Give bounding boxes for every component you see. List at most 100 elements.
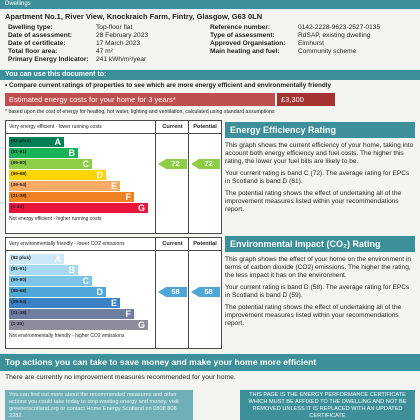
detail-label: Main heating and fuel: (210, 48, 280, 55)
potential-rating: 72 (191, 159, 220, 169)
band: (1-20) G (9, 203, 148, 213)
band-range: (69-80) (11, 161, 27, 166)
band-range: (21-38) (11, 194, 27, 199)
band-range: (39-54) (11, 183, 27, 188)
detail-label: Total floor area: (8, 48, 58, 55)
band: (69-80) C (9, 276, 92, 286)
column-header: Potential (193, 124, 217, 130)
band-range: (21-38) (11, 311, 27, 316)
detail-value: Elmhurst (298, 40, 325, 47)
band-range: (55-68) (11, 172, 27, 177)
detail-label: Date of assessment: (8, 32, 73, 39)
env-chart: Very environmentally friendly - lower CO… (5, 237, 222, 349)
energy-panel: Energy Efficiency Rating This graph shows… (225, 122, 415, 232)
band: (55-68) D (9, 170, 106, 180)
cost-value: £3,300 (277, 93, 335, 106)
current-rating: 72 (158, 159, 187, 169)
detail-value: 241 kWh/m²/year (96, 56, 147, 63)
chart-bottom-note: Not environmentally friendly - higher CO… (9, 333, 125, 339)
band: (81-91) B (9, 148, 78, 158)
band-letter: A (54, 254, 62, 264)
divider (6, 250, 221, 251)
band: (1-20) G (9, 320, 148, 330)
actions-title: Top actions you can take to save money a… (0, 354, 420, 371)
actions-note: There are currently no improvement measu… (5, 374, 236, 381)
detail-label: Type of assessment: (210, 32, 275, 39)
band: (55-68) D (9, 287, 106, 297)
band-range: (81-91) (11, 267, 27, 272)
detail-value: Top-floor flat (96, 24, 133, 31)
band: (69-80) C (9, 159, 92, 169)
column-header: Current (162, 241, 183, 247)
column-header: Current (162, 124, 183, 130)
detail-label: Dwelling type: (8, 24, 53, 31)
band-letter: B (68, 148, 76, 158)
band-letter: B (68, 265, 76, 275)
band-range: (92 plus) (11, 256, 31, 261)
chart-top-note: Very environmentally friendly - lower CO… (9, 241, 125, 247)
band-letter: F (125, 192, 132, 202)
address: Apartment No.1, River View, Knockraich F… (5, 12, 263, 21)
divider (155, 238, 156, 348)
cost-footnote: * based upon the cost of energy for heat… (5, 109, 275, 115)
band-range: (55-68) (11, 289, 27, 294)
panel-paragraph: Your current rating is band C (72). The … (225, 170, 410, 185)
chart-bottom-note: Not energy efficient - higher running co… (9, 216, 102, 222)
more-info: You can find out more about the recommen… (5, 390, 193, 420)
band: (39-54) E (9, 298, 120, 308)
uses-bullet: • Compare current ratings of properties … (5, 82, 332, 89)
band-letter: F (125, 309, 132, 319)
band-letter: E (110, 298, 117, 308)
panel-title: Environmental Impact (CO₂) Rating (225, 236, 415, 252)
section-bar: Dwellings (0, 0, 420, 9)
detail-value: 0142-2228-9623-2527-0135 (298, 24, 381, 31)
cost-label: Estimated energy costs for your home for… (5, 93, 275, 106)
divider (6, 133, 221, 134)
detail-label: Approved Organisation: (210, 40, 286, 47)
detail-value: 17 March 2023 (96, 40, 140, 47)
band-letter: D (96, 170, 104, 180)
band: (92 plus) A (9, 254, 64, 264)
details: Dwelling type: Top-floor flat Date of asse… (0, 24, 420, 66)
divider (188, 238, 189, 348)
divider (155, 121, 156, 233)
band-letter: A (54, 137, 62, 147)
potential-rating: 58 (191, 287, 220, 297)
divider (188, 121, 189, 233)
panel-paragraph: This graph shows the current efficiency … (225, 142, 414, 165)
band: (92 plus) A (9, 137, 64, 147)
band: (39-54) E (9, 181, 120, 191)
band-letter: D (96, 287, 104, 297)
band-range: (39-54) (11, 300, 27, 305)
notice: THIS PAGE IS THE ENERGY PERFORMANCE CERT… (240, 390, 415, 420)
detail-value: 28 February 2023 (96, 32, 149, 39)
column-header: Potential (193, 241, 217, 247)
band: (81-91) B (9, 265, 78, 275)
detail-value: 47 m² (96, 48, 113, 55)
band-range: (1-20) (11, 205, 24, 210)
band-letter: C (82, 276, 90, 286)
uses-title: You can use this document to: (0, 70, 420, 80)
current-rating: 58 (158, 287, 187, 297)
band: (21-38) F (9, 192, 134, 202)
band-range: (69-80) (11, 278, 27, 283)
band: (21-38) F (9, 309, 134, 319)
band-range: (81-91) (11, 150, 27, 155)
band-range: (1-20) (11, 322, 24, 327)
band-letter: G (137, 203, 145, 213)
panel-paragraph: The potential rating shows the effect of… (225, 190, 402, 213)
panel-paragraph: The potential rating shows the effect of… (225, 304, 402, 327)
energy-chart: Very energy efficient - lower running co… (5, 120, 222, 234)
panel-paragraph: Your current rating is band D (58). The … (225, 284, 410, 299)
detail-label: Date of certificate: (8, 40, 66, 47)
env-panel: Environmental Impact (CO₂) Rating This gr… (225, 236, 415, 346)
detail-value: RdSAP, existing dwelling (298, 32, 371, 39)
detail-label: Primary Energy Indicator: (8, 56, 89, 63)
band-letter: G (137, 320, 145, 330)
band-range: (92 plus) (11, 139, 31, 144)
band-letter: E (110, 181, 117, 191)
detail-label: Reference number: (210, 24, 271, 31)
panel-paragraph: This graph shows the effect of your home… (225, 256, 412, 279)
panel-title: Energy Efficiency Rating (225, 122, 415, 138)
